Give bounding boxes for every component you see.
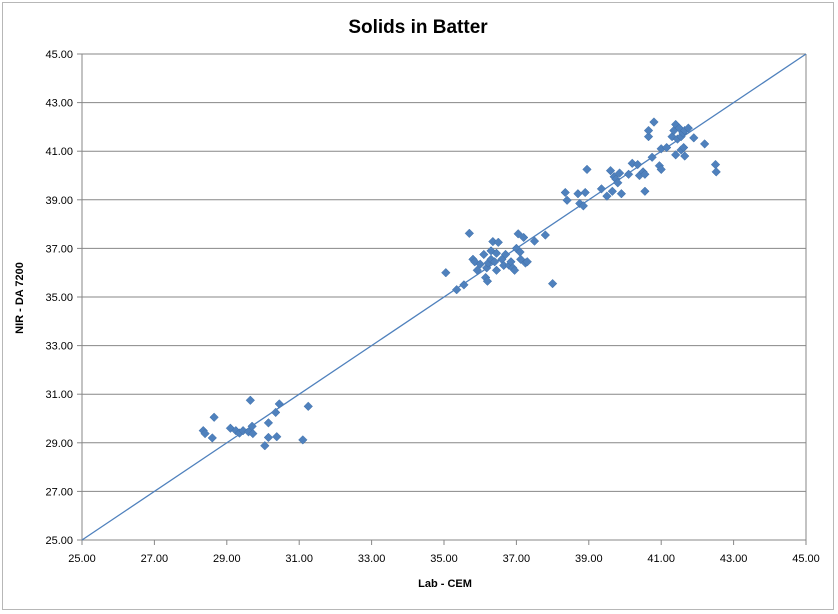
x-tick-label: 29.00 (213, 553, 241, 565)
data-point (500, 249, 511, 260)
data-point (209, 412, 219, 422)
y-tick-label: 31.00 (45, 389, 73, 401)
data-point (298, 435, 308, 445)
y-tick-label: 33.00 (45, 341, 73, 353)
data-point (656, 164, 666, 175)
data-point (529, 236, 540, 246)
data-point (490, 257, 500, 267)
data-point (493, 237, 503, 247)
data-point (710, 159, 721, 170)
x-tick-label: 43.00 (720, 553, 748, 565)
tick-labels: 25.00 27.00 29.00 31.00 33.00 35.00 37.00 39.00… (45, 49, 819, 565)
data-point (491, 265, 502, 275)
data-point (509, 265, 520, 275)
data-point (263, 418, 274, 428)
y-tick-label: 41.00 (45, 146, 73, 158)
data-point (616, 189, 627, 199)
data-point (272, 432, 282, 442)
data-point (475, 259, 485, 269)
data-point (613, 178, 623, 188)
data-point (263, 432, 274, 443)
data-point (596, 184, 607, 194)
x-tick-label: 41.00 (647, 553, 675, 565)
chart-title: Solids in Batter (348, 17, 488, 38)
data-point (200, 428, 210, 439)
data-point (671, 150, 681, 160)
x-tick-label: 33.00 (358, 553, 386, 565)
x-tick-label: 27.00 (141, 553, 169, 565)
data-point (605, 165, 616, 176)
y-axis-label: NIR - DA 7200 (14, 262, 26, 334)
data-point (248, 428, 258, 439)
data-point (614, 168, 625, 178)
data-point (479, 249, 489, 260)
axes (77, 53, 807, 545)
data-point (699, 139, 710, 149)
y-tick-label: 27.00 (45, 486, 73, 498)
data-point (578, 201, 589, 211)
x-tick-label: 39.00 (575, 553, 603, 565)
data-point (680, 151, 690, 161)
data-point (560, 187, 570, 198)
data-point (540, 230, 551, 240)
data-point (271, 407, 281, 418)
data-point (689, 133, 699, 143)
data-point (470, 257, 480, 267)
y-tick-label: 37.00 (45, 243, 73, 255)
data-point (683, 123, 694, 133)
y-tick-label: 39.00 (45, 195, 73, 207)
data-point (649, 117, 659, 127)
data-point (518, 232, 529, 243)
data-point (452, 285, 462, 295)
data-point (547, 278, 558, 289)
data-point (245, 395, 255, 405)
data-point (464, 228, 474, 238)
data-point (303, 401, 313, 412)
data-point (459, 280, 469, 290)
y-tick-label: 29.00 (45, 438, 73, 450)
data-point (441, 268, 451, 278)
data-point (207, 433, 217, 443)
data-points (198, 117, 721, 451)
data-point (582, 164, 592, 175)
x-tick-label: 31.00 (285, 553, 313, 565)
data-point (472, 265, 482, 275)
x-tick-label: 35.00 (430, 553, 458, 565)
data-point (580, 187, 590, 198)
data-point (522, 257, 532, 267)
x-tick-label: 25.00 (68, 553, 96, 565)
data-point (573, 189, 583, 199)
data-point (661, 142, 672, 153)
data-point (607, 186, 617, 196)
data-point (640, 186, 650, 196)
data-point (513, 229, 523, 239)
y-tick-label: 43.00 (45, 98, 73, 110)
data-point (643, 125, 654, 136)
data-point (260, 441, 270, 451)
y-tick-label: 45.00 (45, 49, 73, 61)
data-point (562, 195, 572, 205)
data-point (602, 191, 612, 201)
data-point (633, 159, 643, 170)
data-point (623, 169, 634, 179)
data-point (711, 167, 721, 177)
data-point (640, 169, 650, 179)
y-tick-label: 25.00 (45, 535, 73, 547)
x-tick-label: 45.00 (792, 553, 820, 565)
data-point (647, 152, 657, 162)
data-point (482, 276, 493, 286)
data-point (274, 399, 284, 409)
data-point (667, 131, 677, 142)
x-axis-label: Lab - CEM (418, 578, 472, 590)
data-point (491, 248, 502, 258)
data-point (627, 158, 637, 169)
data-point (488, 236, 498, 247)
data-point (643, 131, 654, 142)
y-tick-label: 35.00 (45, 292, 73, 304)
data-point (678, 142, 689, 153)
data-point (225, 423, 236, 433)
x-tick-label: 37.00 (503, 553, 531, 565)
